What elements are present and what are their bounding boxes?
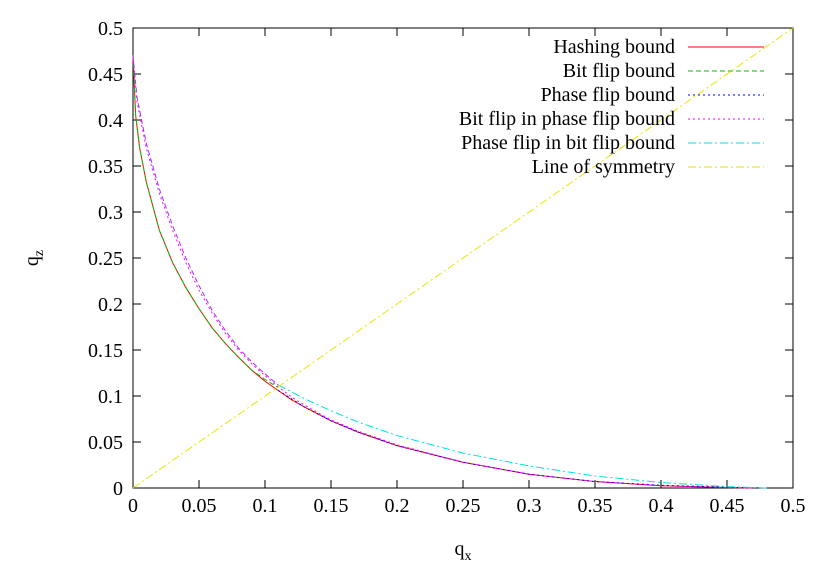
legend-label: Bit flip in phase flip bound	[459, 108, 675, 130]
x-tick-label: 0.3	[517, 495, 542, 517]
x-tick-label: 0.4	[649, 495, 674, 517]
x-tick-label: 0.05	[182, 495, 217, 517]
y-tick-label: 0.45	[88, 64, 123, 86]
y-tick-label: 0.05	[88, 432, 123, 454]
y-tick-label: 0.4	[98, 110, 123, 132]
y-tick-label: 0	[113, 478, 123, 500]
x-tick-label: 0.15	[314, 495, 349, 517]
y-tick-label: 0.2	[98, 294, 123, 316]
x-axis-label: qx	[455, 538, 472, 564]
series-line-4	[277, 384, 767, 489]
y-axis-label-subscript: z	[32, 250, 47, 256]
legend-label: Hashing bound	[553, 36, 675, 58]
x-axis-label-subscript: x	[465, 549, 472, 564]
series-line-1	[132, 55, 279, 389]
y-tick-label: 0.35	[88, 156, 123, 178]
x-tick-label: 0.35	[578, 495, 613, 517]
x-tick-label: 0	[128, 495, 138, 517]
y-tick-label: 0.1	[98, 386, 123, 408]
y-axis-label: qz	[21, 250, 47, 266]
legend-label: Line of symmetry	[532, 156, 675, 178]
y-tick-label: 0.15	[88, 340, 123, 362]
axis-ticks: 0 0.05 0.1 0.15 0.2 0.25 0.3 0.35 0.4 0.45 0.5 0 0.0…	[88, 18, 806, 517]
legend-label: Bit flip bound	[563, 60, 675, 82]
y-tick-label: 0.25	[88, 248, 123, 270]
x-axis-label-main: q	[455, 538, 465, 560]
series-line-6	[132, 55, 279, 386]
series-line-5	[132, 27, 794, 489]
y-tick-label: 0.3	[98, 202, 123, 224]
series-lines	[132, 27, 794, 489]
series-line-2	[277, 390, 754, 489]
y-tick-label: 0.5	[98, 18, 123, 40]
legend-label: Phase flip bound	[541, 84, 675, 106]
x-tick-label: 0.1	[253, 495, 278, 517]
y-axis-label-main: q	[21, 256, 43, 266]
x-tick-label: 0.2	[385, 495, 410, 517]
x-tick-label: 0.25	[446, 495, 481, 517]
series-line-3	[132, 55, 754, 489]
legend-label: Phase flip in bit flip bound	[461, 132, 675, 154]
x-tick-label: 0.5	[781, 495, 806, 517]
x-tick-label: 0.45	[710, 495, 745, 517]
